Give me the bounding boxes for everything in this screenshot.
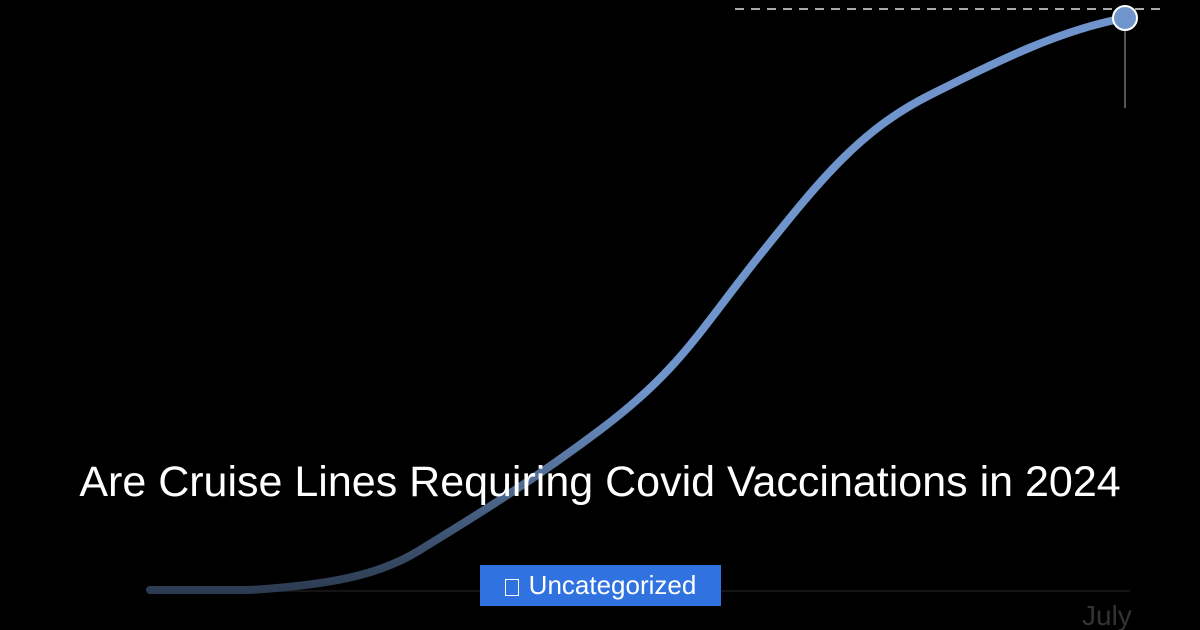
category-icon: [504, 579, 519, 596]
category-label[interactable]: Uncategorized: [528, 570, 697, 600]
end-marker: [1112, 5, 1138, 31]
category-badge[interactable]: Uncategorized: [480, 565, 721, 606]
axis-label: July: [1082, 600, 1132, 630]
post-title: Are Cruise Lines Requiring Covid Vaccina…: [79, 458, 1121, 506]
